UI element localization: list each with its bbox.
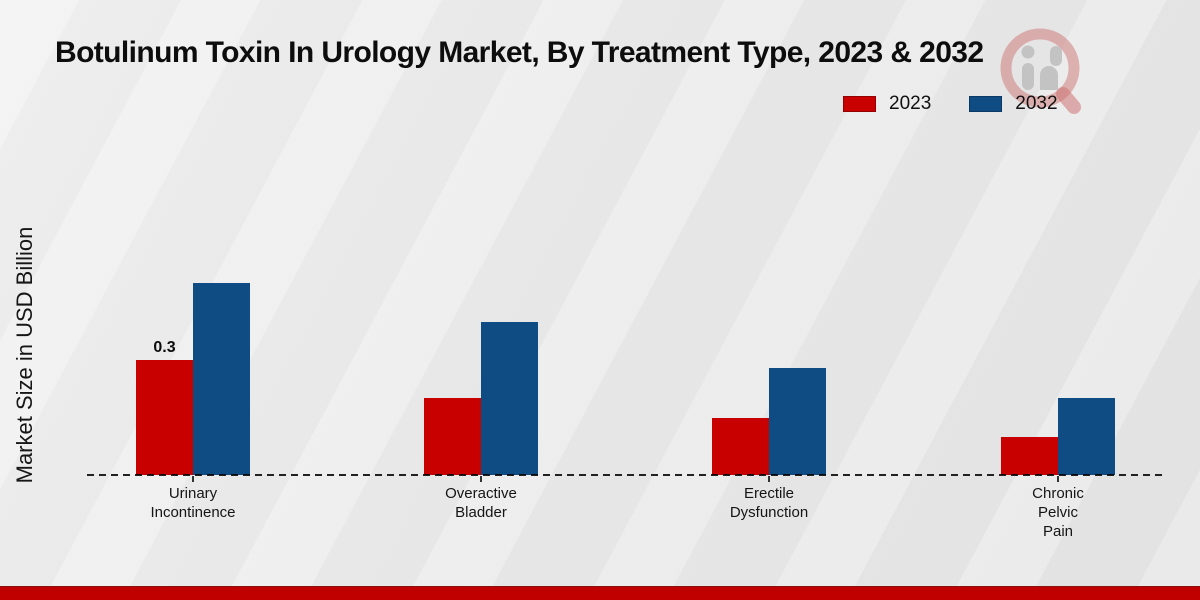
legend-swatch-2023	[843, 96, 876, 112]
category-label-erectile-dysfunction: Erectile Dysfunction	[729, 485, 809, 521]
x-axis-tick	[1057, 476, 1059, 482]
bar-2023-erectile-dysfunction	[712, 418, 769, 475]
bar-2032-erectile-dysfunction	[769, 368, 826, 475]
footer-accent-band	[0, 586, 1200, 600]
category-label-chronic-pelvic-pain: Chronic Pelvic Pain	[1032, 485, 1084, 540]
bar-2032-urinary-incontinence	[193, 283, 250, 475]
bar-value-label: 0.3	[153, 339, 176, 356]
x-axis-tick	[480, 476, 482, 482]
legend-item-2023: 2023	[843, 93, 931, 115]
legend: 2023 2032	[843, 93, 1058, 115]
category-label-overactive-bladder: Overactive Bladder	[445, 485, 517, 521]
x-axis-dashed-baseline	[87, 474, 1163, 476]
magnifier-people-logo-icon	[1000, 28, 1081, 114]
bar-2023-urinary-incontinence	[136, 360, 193, 475]
chart-title: Botulinum Toxin In Urology Market, By Tr…	[55, 36, 984, 69]
bar-2023-chronic-pelvic-pain	[1001, 437, 1058, 475]
x-axis-tick	[768, 476, 770, 482]
x-axis-tick	[192, 476, 194, 482]
legend-label-2032: 2032	[1015, 93, 1058, 114]
legend-item-2032: 2032	[969, 93, 1058, 115]
category-label-urinary-incontinence: Urinary Incontinence	[150, 485, 236, 521]
legend-label-2023: 2023	[889, 93, 932, 114]
brand-logo-watermark	[988, 22, 1092, 127]
bar-2023-overactive-bladder	[424, 398, 481, 475]
bar-2032-chronic-pelvic-pain	[1058, 398, 1115, 475]
legend-swatch-2032	[969, 96, 1003, 112]
bar-2032-overactive-bladder	[481, 322, 538, 475]
